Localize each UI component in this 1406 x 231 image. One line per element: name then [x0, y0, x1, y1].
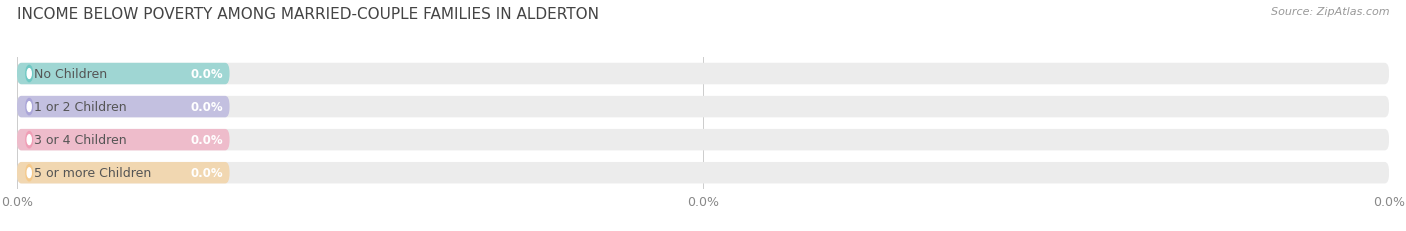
Text: INCOME BELOW POVERTY AMONG MARRIED-COUPLE FAMILIES IN ALDERTON: INCOME BELOW POVERTY AMONG MARRIED-COUPL… — [17, 7, 599, 22]
Text: 3 or 4 Children: 3 or 4 Children — [34, 134, 127, 146]
FancyBboxPatch shape — [17, 96, 1389, 118]
Text: 0.0%: 0.0% — [190, 167, 222, 179]
Text: 0.0%: 0.0% — [190, 134, 222, 146]
Text: 1 or 2 Children: 1 or 2 Children — [34, 101, 127, 114]
FancyBboxPatch shape — [17, 129, 1389, 151]
Text: No Children: No Children — [34, 68, 107, 81]
Text: 0.0%: 0.0% — [190, 68, 222, 81]
FancyBboxPatch shape — [17, 64, 1389, 85]
Text: Source: ZipAtlas.com: Source: ZipAtlas.com — [1271, 7, 1389, 17]
Circle shape — [27, 69, 31, 79]
Circle shape — [25, 165, 32, 181]
Text: 5 or more Children: 5 or more Children — [34, 167, 152, 179]
FancyBboxPatch shape — [17, 162, 1389, 184]
Text: 0.0%: 0.0% — [190, 101, 222, 114]
Circle shape — [25, 132, 32, 148]
FancyBboxPatch shape — [17, 64, 229, 85]
Circle shape — [27, 102, 31, 112]
FancyBboxPatch shape — [17, 96, 229, 118]
FancyBboxPatch shape — [17, 162, 229, 184]
Circle shape — [27, 168, 31, 178]
Circle shape — [25, 99, 32, 115]
Circle shape — [27, 135, 31, 145]
FancyBboxPatch shape — [17, 129, 229, 151]
Circle shape — [25, 66, 32, 82]
